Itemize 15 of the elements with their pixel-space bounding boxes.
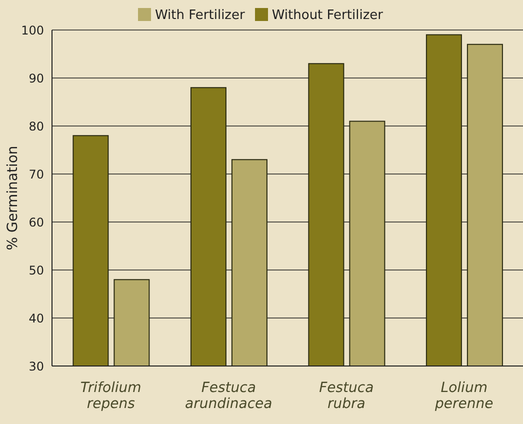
y-tick-label: 50 bbox=[28, 263, 44, 278]
y-tick-label: 90 bbox=[28, 71, 44, 86]
x-tick-label: Festuca arundinacea bbox=[185, 380, 272, 412]
y-tick-label: 100 bbox=[21, 23, 44, 38]
y-axis-title: % Germination bbox=[4, 146, 21, 250]
x-tick-label: Trifolium repens bbox=[80, 380, 142, 412]
y-tick-label: 70 bbox=[28, 167, 44, 182]
x-tick-label: Lolium perenne bbox=[434, 380, 494, 412]
y-tick-label: 80 bbox=[28, 119, 44, 134]
x-tick-label: Festuca rubra bbox=[319, 380, 374, 412]
y-tick-label: 60 bbox=[28, 215, 44, 230]
y-tick-label: 30 bbox=[28, 359, 44, 374]
legend-label: With Fertilizer bbox=[154, 8, 245, 23]
legend-label: Without Fertilizer bbox=[272, 8, 383, 23]
y-tick-label: 40 bbox=[28, 311, 44, 326]
